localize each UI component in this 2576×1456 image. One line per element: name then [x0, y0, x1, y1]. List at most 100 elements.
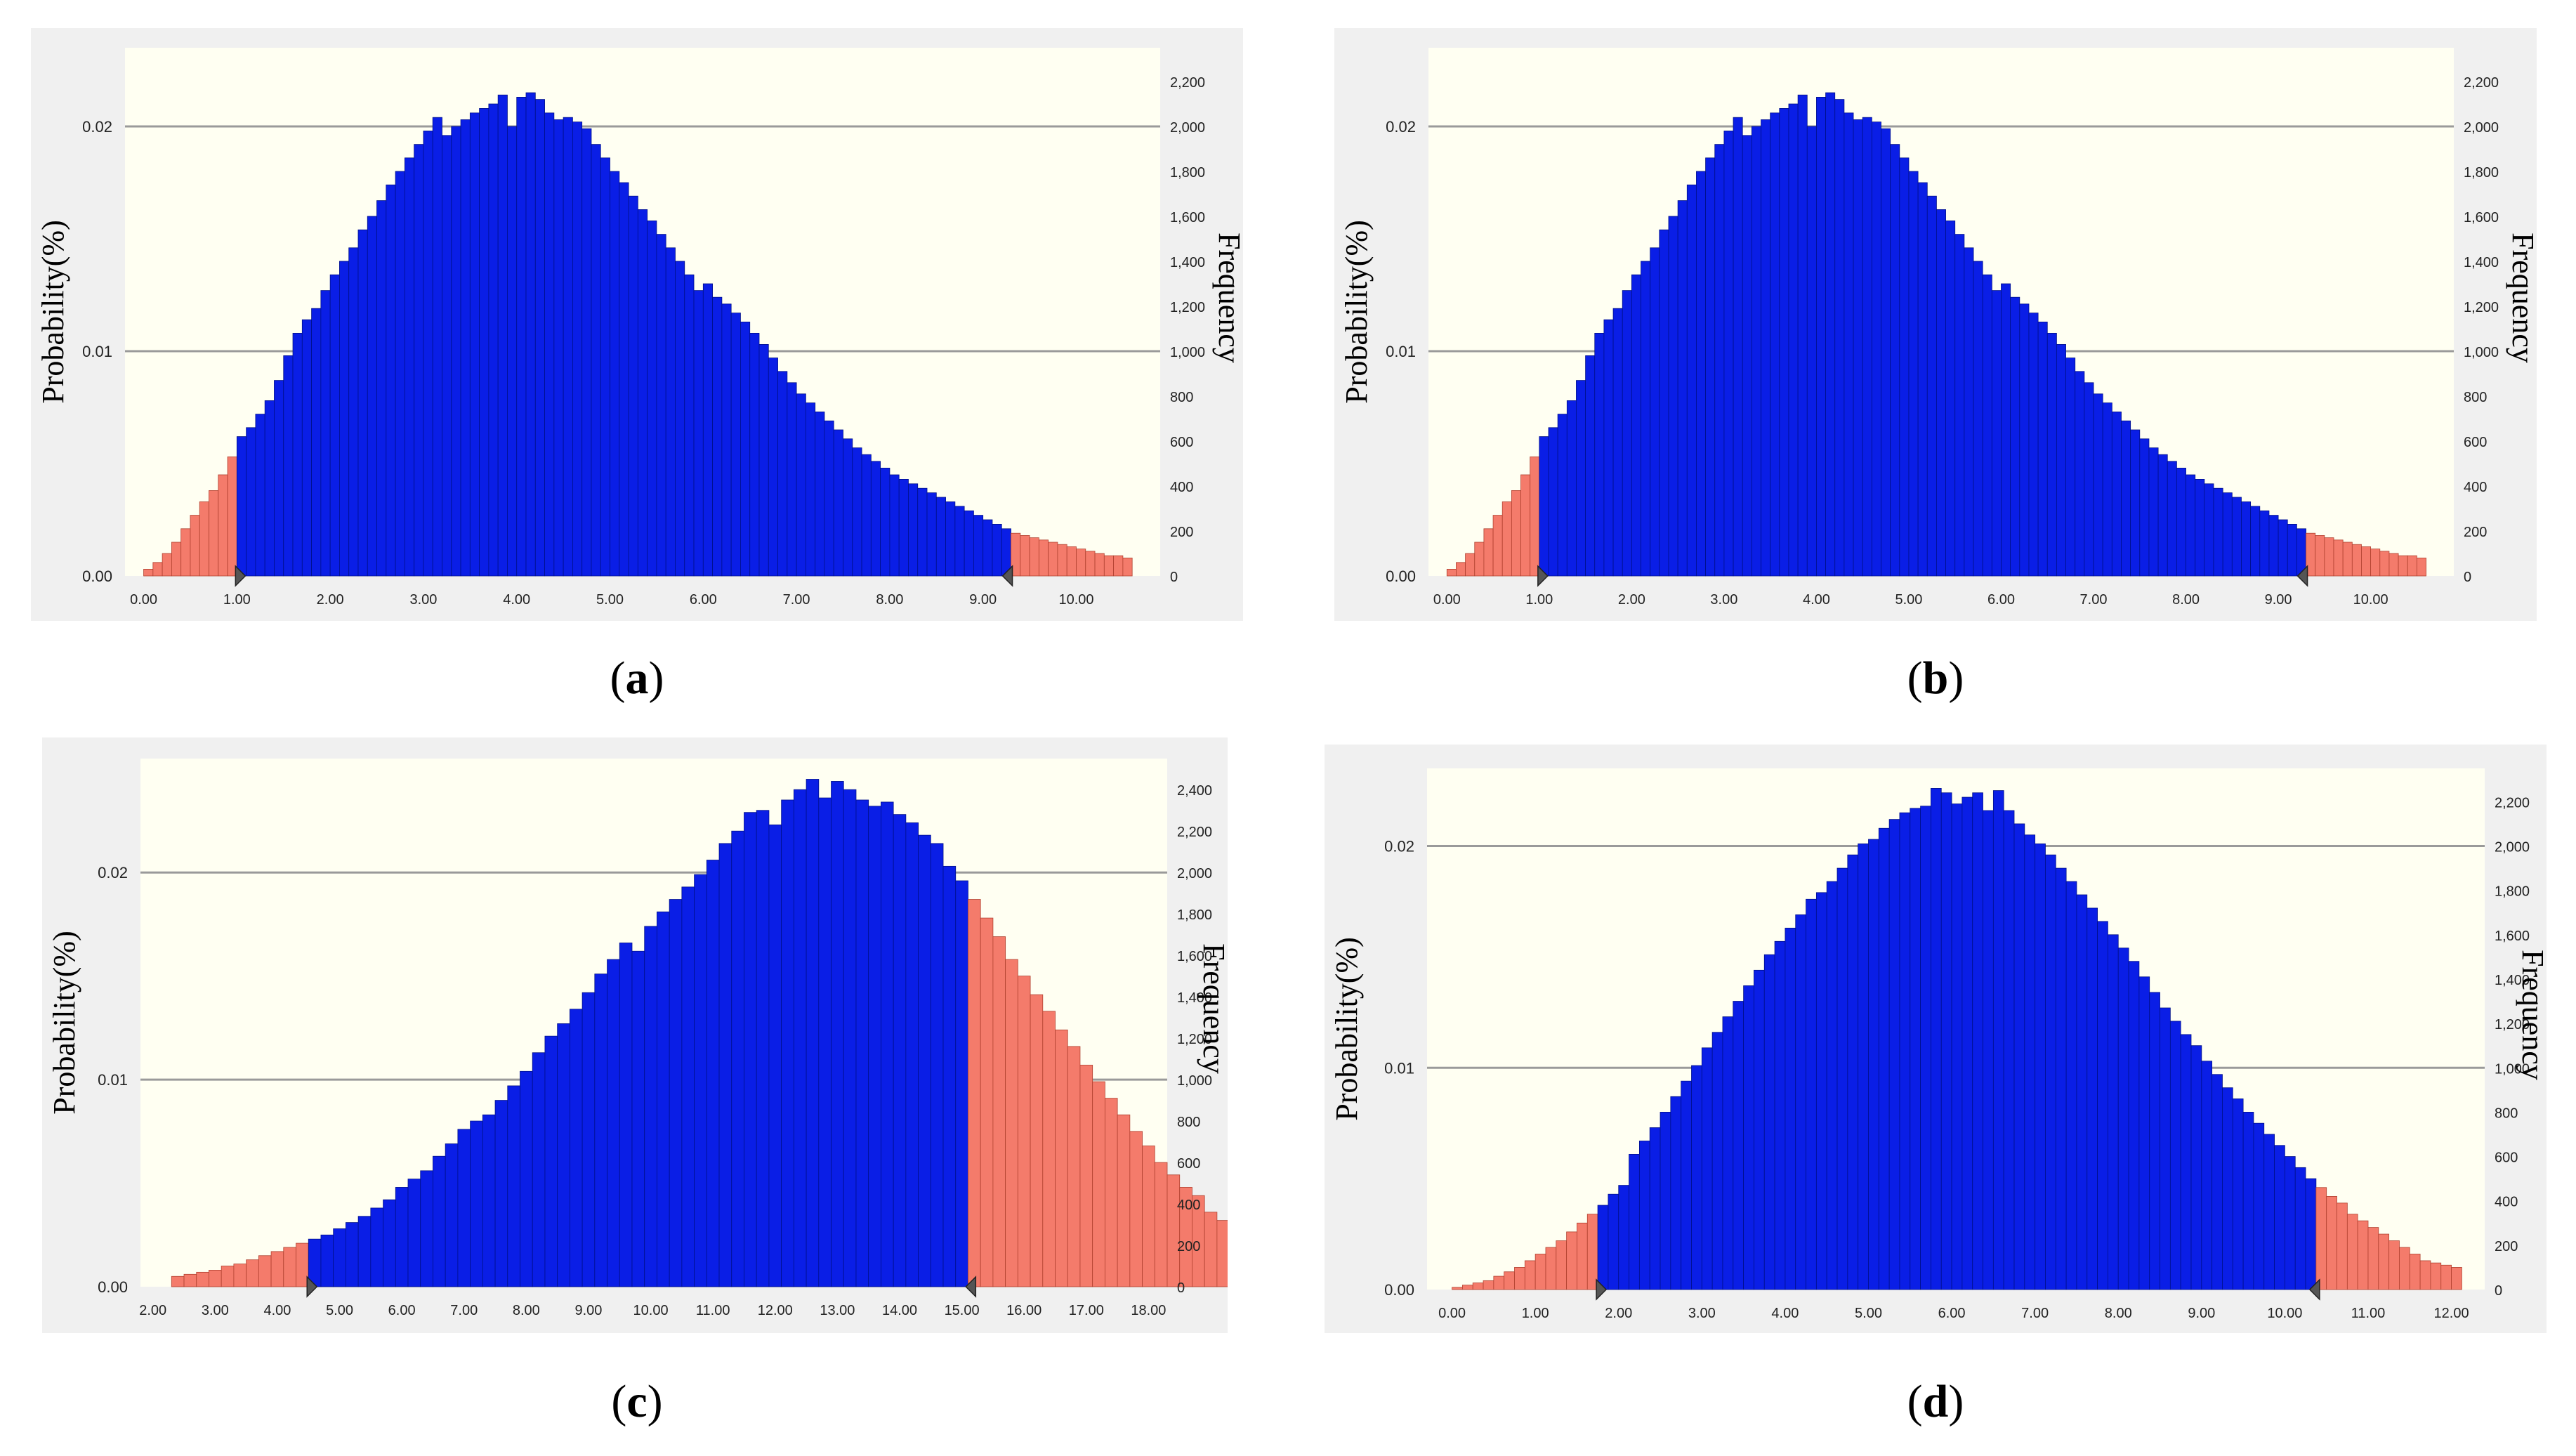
bar: [264, 400, 275, 577]
bar: [2253, 1122, 2265, 1290]
bar: [619, 182, 629, 577]
bar: [1030, 994, 1044, 1287]
bar: [386, 184, 396, 577]
bar: [2430, 1262, 2442, 1290]
bar: [917, 487, 928, 577]
x-tick-label: 16.00: [1006, 1303, 1041, 1318]
bar: [227, 457, 237, 577]
bar: [787, 382, 797, 577]
y2-tick-label: 800: [2464, 390, 2487, 405]
bar: [684, 274, 695, 577]
y2-tick-label: 2,200: [2495, 795, 2530, 811]
bar: [507, 126, 518, 577]
x-tick-label: 7.00: [2080, 592, 2108, 608]
bar: [681, 886, 695, 1287]
bar: [544, 112, 555, 577]
bar: [2232, 1098, 2244, 1290]
bar: [2315, 1187, 2327, 1290]
x-tick-label: 12.00: [2434, 1306, 2469, 1321]
y-tick-label: 0.02: [1384, 838, 1414, 855]
bar: [2024, 834, 2036, 1290]
bar: [756, 810, 770, 1287]
bar: [1878, 827, 1890, 1290]
bar: [631, 950, 645, 1287]
bar: [2213, 487, 2223, 577]
bar: [2388, 1240, 2400, 1290]
bar: [2370, 549, 2381, 577]
bar: [199, 501, 209, 577]
bar: [1566, 400, 1577, 577]
bar: [2149, 992, 2160, 1290]
bar: [1890, 144, 1900, 577]
bar: [2035, 843, 2046, 1290]
bar: [600, 157, 610, 577]
bar: [693, 290, 704, 577]
bar: [1899, 812, 1911, 1290]
y2-tick-label: 1,400: [2495, 973, 2530, 988]
bar: [2324, 537, 2334, 577]
bar: [544, 1035, 558, 1287]
bar: [311, 308, 322, 577]
bar: [1973, 261, 1983, 577]
x-tick-label: 14.00: [882, 1303, 917, 1318]
left-grabber-icon[interactable]: [1537, 565, 1549, 587]
right-grabber-icon[interactable]: [2308, 1278, 2320, 1301]
right-grabber-icon[interactable]: [2296, 565, 2308, 587]
bar: [2388, 553, 2399, 577]
x-tick-label: 3.00: [202, 1303, 229, 1318]
x-tick-label: 8.00: [2105, 1306, 2132, 1321]
bar: [1548, 427, 1558, 577]
y2-tick-label: 1,600: [1170, 210, 1205, 225]
bar: [460, 119, 471, 577]
x-tick-label: 0.00: [1438, 1306, 1466, 1321]
bar: [607, 959, 620, 1287]
bar: [2351, 544, 2362, 577]
bar: [414, 144, 424, 577]
bar: [1530, 457, 1540, 577]
bar: [1576, 380, 1586, 577]
bar: [553, 119, 564, 577]
bar: [694, 874, 707, 1287]
bar: [1754, 969, 1765, 1290]
bar: [926, 492, 937, 577]
y2-tick-label: 1,800: [2495, 884, 2530, 900]
bars: [1446, 92, 2426, 577]
right-grabber-icon[interactable]: [1001, 565, 1013, 587]
left-grabber-icon[interactable]: [306, 1275, 318, 1298]
bar: [255, 414, 265, 577]
x-tick-label: 4.00: [263, 1303, 291, 1318]
bar: [2398, 555, 2408, 577]
bar: [1951, 804, 1963, 1290]
bar: [2250, 506, 2261, 577]
bar: [930, 843, 944, 1287]
bar: [2222, 492, 2233, 577]
bar: [451, 126, 461, 577]
bar: [1670, 1096, 1682, 1290]
bar: [2076, 894, 2088, 1290]
y2-tick-label: 2,000: [2495, 840, 2530, 855]
right-grabber-icon[interactable]: [965, 1275, 977, 1298]
bar: [2010, 296, 2020, 577]
bar: [218, 474, 228, 577]
bar: [806, 779, 820, 1287]
bar: [2167, 461, 2177, 577]
y2-tick-label: 1,400: [1177, 990, 1212, 1006]
bar: [1042, 1011, 1056, 1287]
bar: [525, 92, 536, 577]
bar: [1539, 436, 1549, 577]
bar: [758, 343, 769, 577]
chart-svg-c: 0.00 0.01 0.02 0 200 400 600 800 1,000 1,200 1,400…: [47, 759, 1228, 1318]
bar: [1556, 1240, 1568, 1290]
bar: [432, 117, 442, 577]
caption-b: (b): [1907, 652, 1964, 704]
bar: [2157, 454, 2168, 577]
left-grabber-icon[interactable]: [235, 565, 247, 587]
bar: [2357, 1220, 2369, 1290]
bar: [2379, 551, 2390, 577]
left-grabber-icon[interactable]: [1596, 1278, 1608, 1301]
y2-tick-label: 1,200: [2495, 1017, 2530, 1032]
bar: [1964, 247, 1974, 577]
y2-tick-label: 600: [2495, 1150, 2518, 1166]
bar: [1917, 182, 1928, 577]
x-tick-label: 5.00: [1895, 592, 1922, 608]
